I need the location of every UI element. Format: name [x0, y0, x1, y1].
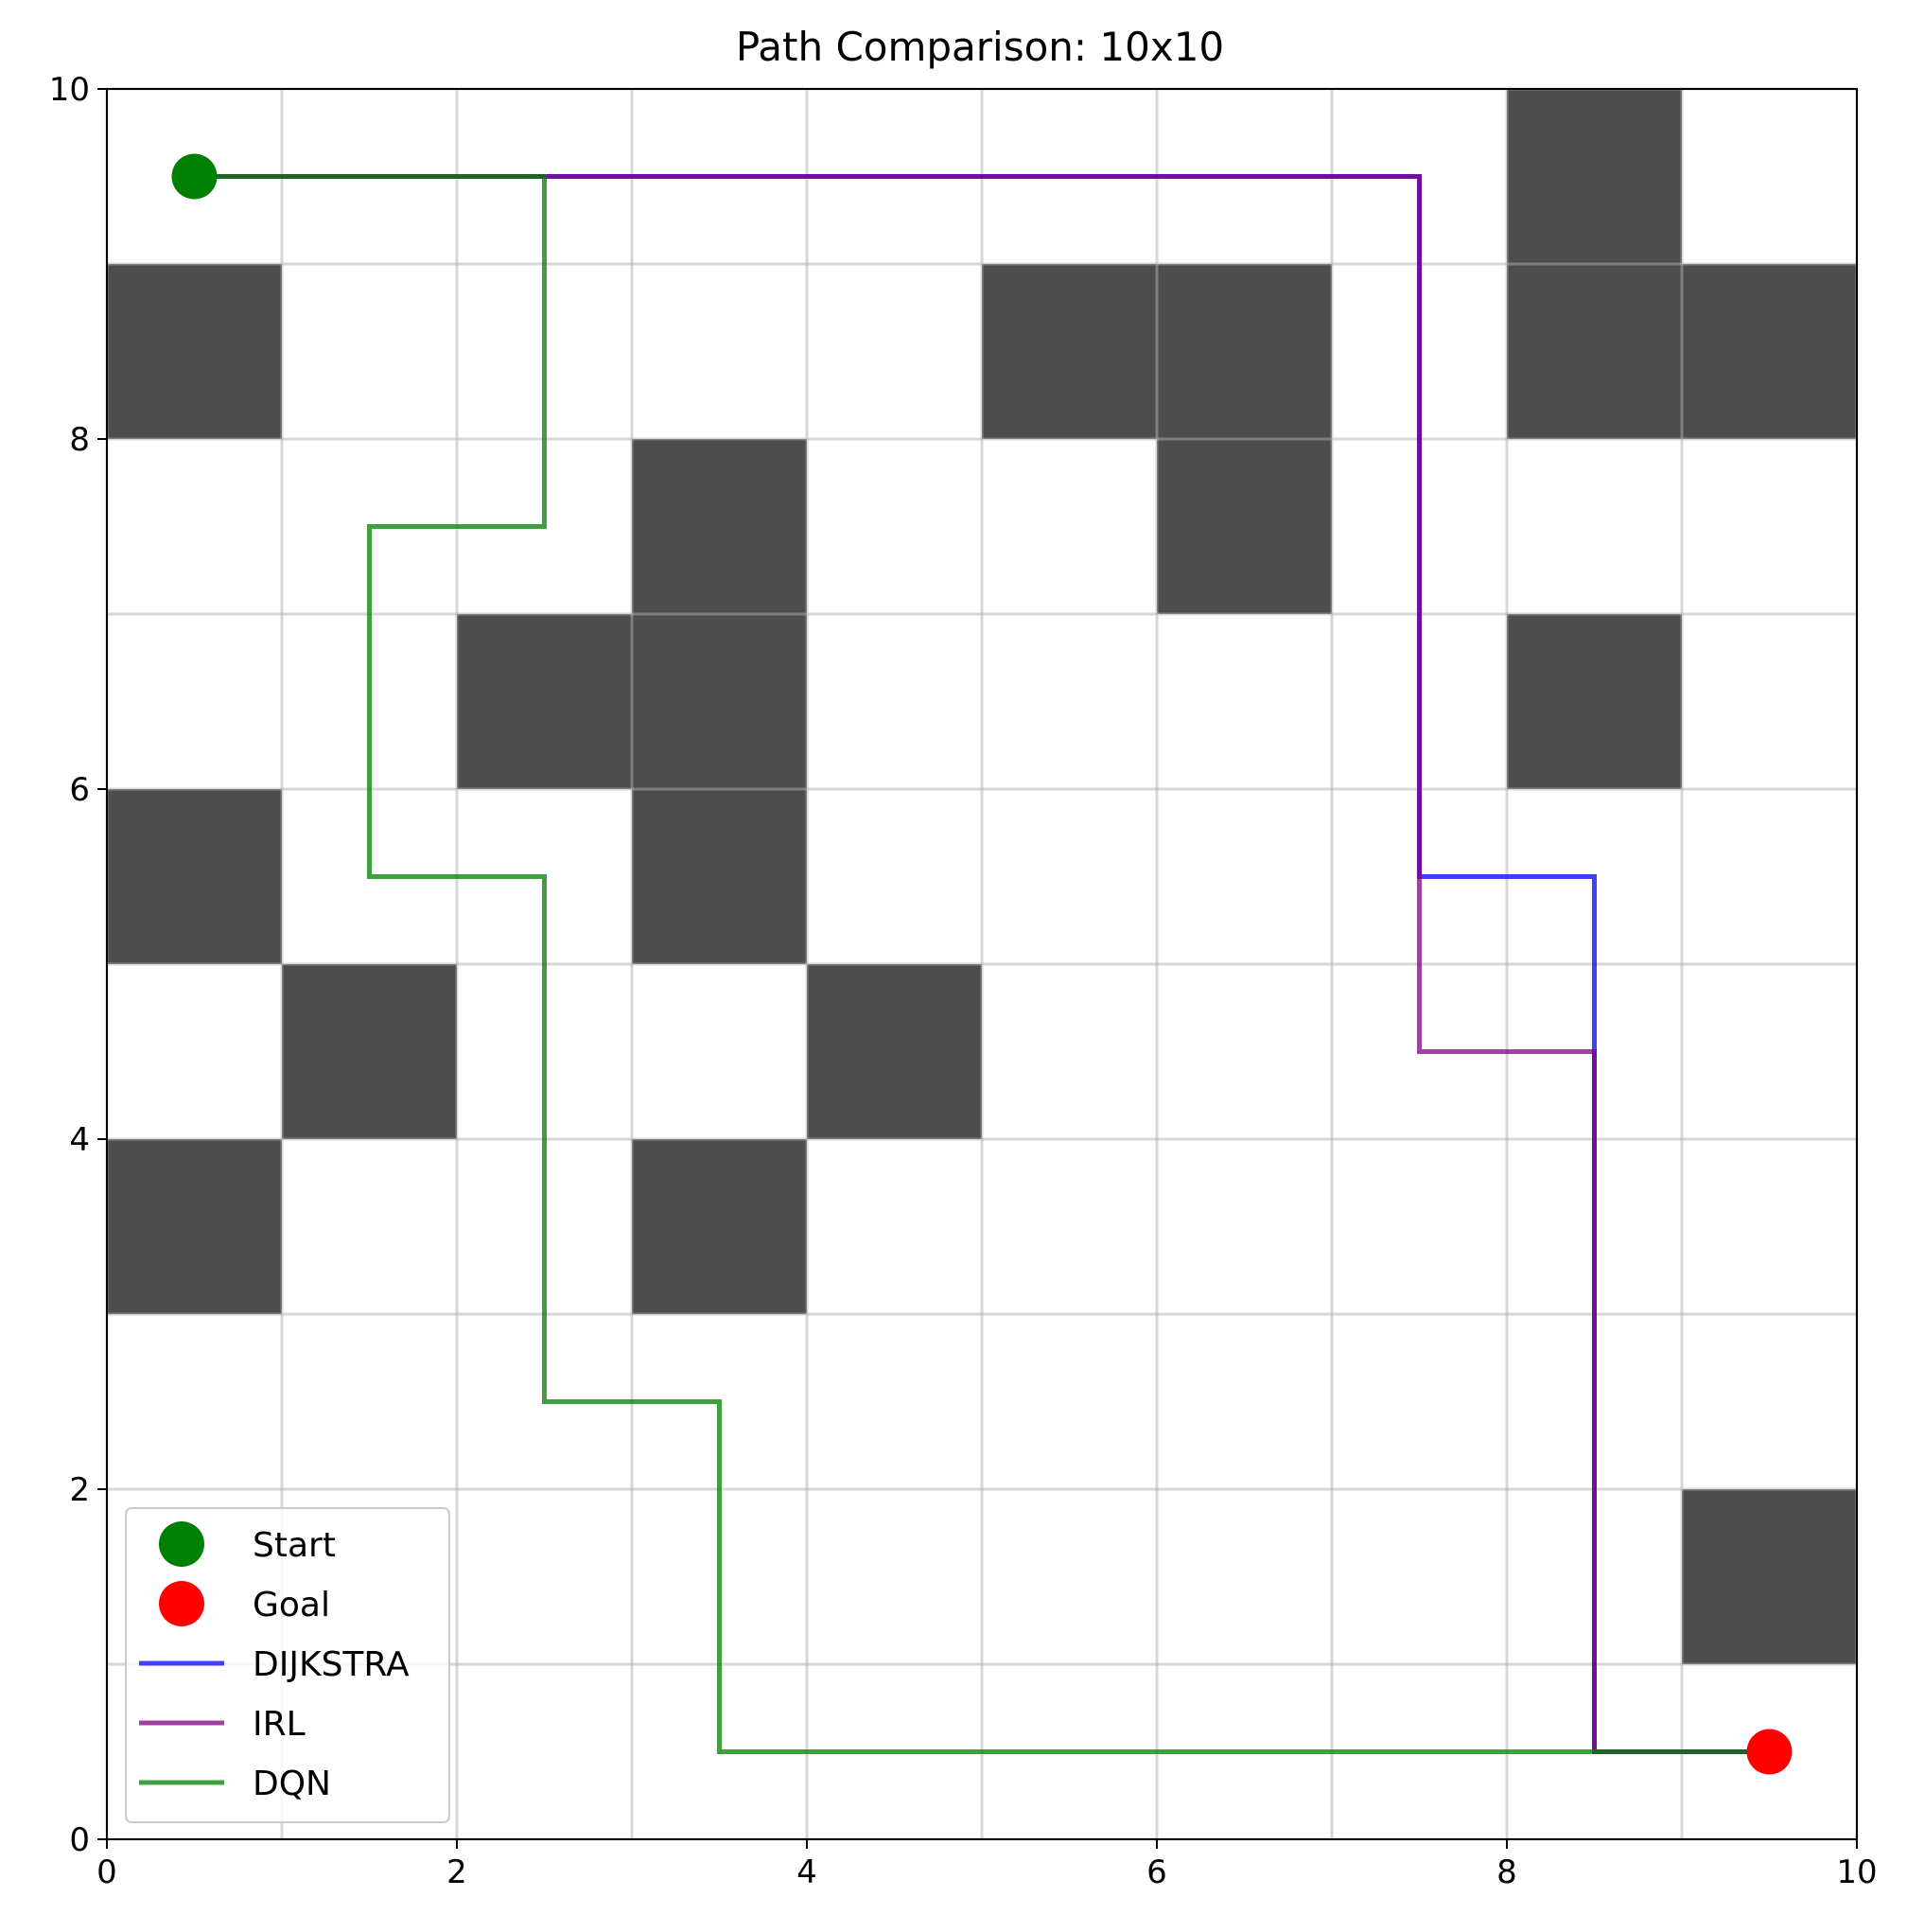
obstacle-cell-12	[632, 789, 807, 964]
goal-marker	[1746, 1729, 1793, 1775]
legend-irl-label: IRL	[253, 1705, 306, 1744]
series-layer	[194, 174, 1770, 1754]
obstacle-cell-10	[1507, 614, 1682, 789]
obstacle-cell-8	[457, 614, 632, 789]
x-tick-label-6: 6	[1146, 1853, 1167, 1891]
y-tick-label-8: 8	[69, 421, 90, 459]
obstacle-cell-5	[1507, 89, 1682, 264]
legend-dijkstra-label: DIJKSTRA	[253, 1645, 410, 1684]
obstacle-cell-6	[632, 439, 807, 614]
x-tick-label-4: 4	[796, 1853, 817, 1891]
obstacle-cell-16	[632, 1139, 807, 1314]
x-tick-label-0: 0	[96, 1853, 117, 1891]
legend: Start Goal DIJKSTRA IRL DQN	[125, 1507, 450, 1823]
obstacle-cell-4	[1682, 264, 1857, 439]
chart-title: Path Comparison: 10x10	[736, 24, 1224, 70]
obstacle-layer	[107, 89, 1857, 1664]
obstacle-cell-0	[107, 264, 282, 439]
legend-dqn-label: DQN	[253, 1765, 331, 1803]
tick-layer: 0 2 4 6 8 10 0 2 4 6 8 10	[49, 71, 1878, 1891]
obstacle-cell-2	[1157, 264, 1332, 439]
legend-box	[125, 1507, 450, 1823]
legend-start-label: Start	[253, 1526, 336, 1565]
obstacle-cell-1	[982, 264, 1157, 439]
y-tick-label-2: 2	[69, 1471, 90, 1509]
obstacle-cell-7	[1157, 439, 1332, 614]
obstacle-cell-9	[632, 614, 807, 789]
y-tick-label-4: 4	[69, 1121, 90, 1159]
x-tick-label-10: 10	[1836, 1853, 1877, 1891]
y-tick-label-6: 6	[69, 771, 90, 809]
x-tick-label-2: 2	[446, 1853, 467, 1891]
obstacle-cell-17	[1682, 1489, 1857, 1664]
legend-goal-marker	[159, 1581, 204, 1626]
start-marker	[171, 153, 218, 200]
y-tick-label-0: 0	[69, 1821, 90, 1859]
obstacle-cell-15	[107, 1139, 282, 1314]
obstacle-cell-11	[107, 789, 282, 964]
marker-layer	[171, 153, 1793, 1775]
x-tick-label-8: 8	[1496, 1853, 1517, 1891]
y-tick-label-10: 10	[49, 71, 90, 109]
obstacle-cell-13	[282, 964, 457, 1139]
series-line-dqn	[194, 174, 1770, 1754]
plot-area	[105, 87, 1859, 1841]
legend-goal-label: Goal	[253, 1586, 330, 1625]
obstacle-cell-14	[807, 964, 982, 1139]
obstacle-cell-3	[1507, 264, 1682, 439]
axes-frame	[106, 88, 1858, 1840]
legend-start-marker	[159, 1521, 204, 1567]
